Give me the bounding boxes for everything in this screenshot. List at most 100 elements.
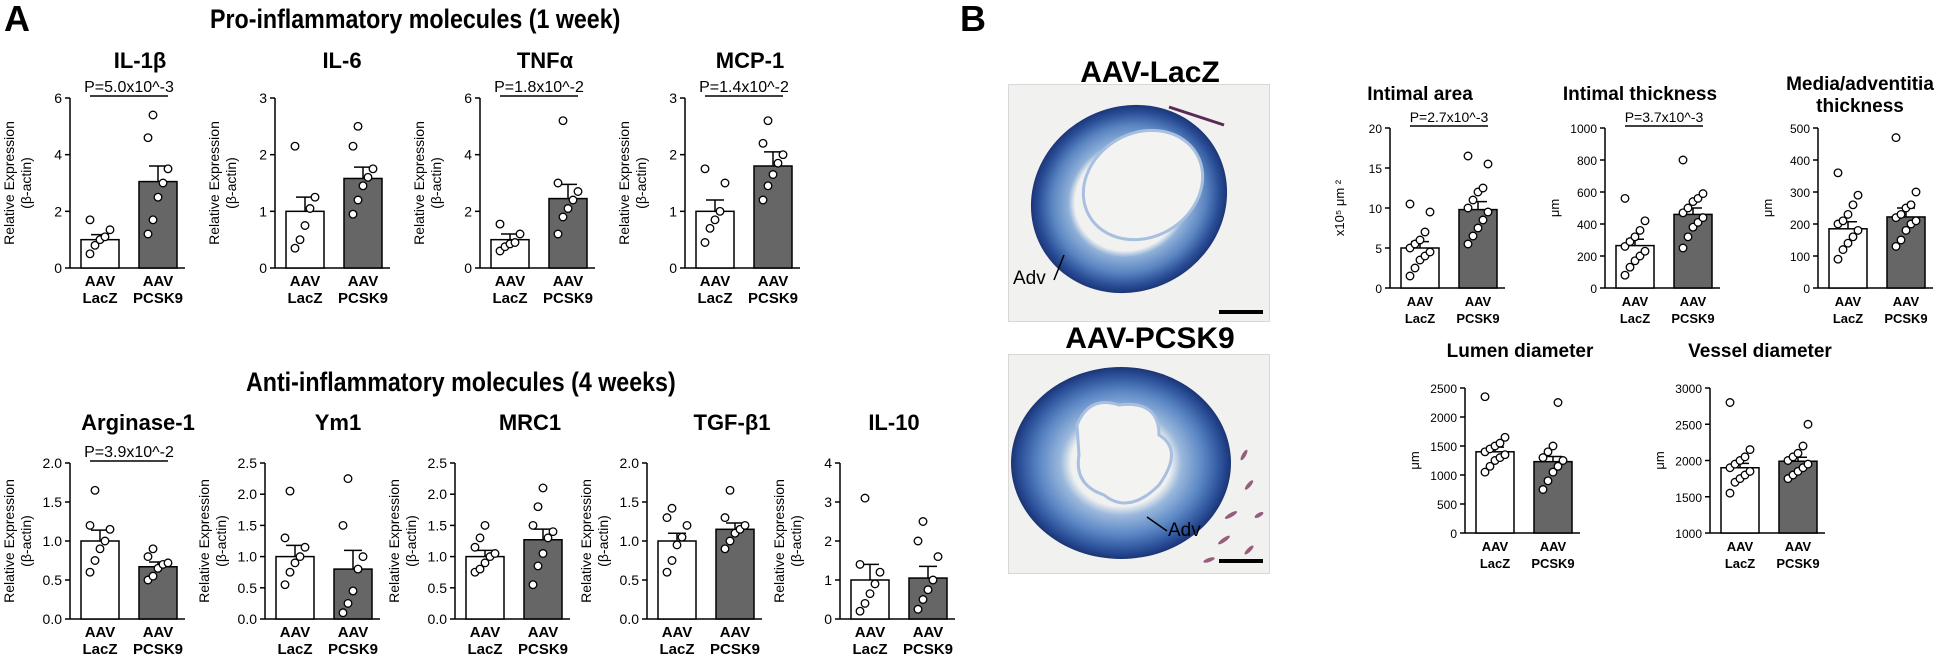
- x-category-label: PCSK9: [133, 641, 183, 658]
- data-point: [105, 524, 115, 534]
- data-point: [720, 544, 730, 554]
- data-point: [90, 240, 100, 250]
- y-tick-label: 2500: [1430, 382, 1457, 396]
- y-tick-label: 500: [1437, 498, 1457, 512]
- data-point: [860, 493, 870, 503]
- chart-title-il1b: IL-1β: [113, 48, 167, 73]
- y-tick-label: 0.0: [238, 611, 258, 627]
- data-point: [1678, 243, 1688, 253]
- x-category-label: PCSK9: [1456, 311, 1499, 326]
- data-point: [1793, 448, 1803, 458]
- x-category-label: AAV: [528, 624, 559, 641]
- data-point: [528, 580, 538, 590]
- x-category-label: LacZ: [1480, 556, 1510, 571]
- chart-title-tgfb1: TGF-β1: [693, 410, 771, 435]
- data-point: [705, 223, 715, 233]
- y-axis-label: (β-actin): [595, 515, 611, 567]
- data-point: [1630, 232, 1640, 242]
- y-tick-label: 2.5: [238, 455, 258, 471]
- histology-pcsk9-title: AAV-PCSK9: [1065, 322, 1235, 355]
- x-category-label: AAV: [1540, 539, 1567, 554]
- data-point: [310, 192, 320, 202]
- y-tick-label: 1.0: [620, 533, 640, 549]
- data-point: [1483, 207, 1493, 217]
- data-point: [1538, 485, 1548, 494]
- y-axis-label: (β-actin): [788, 515, 804, 567]
- y-axis-label: Relative Expression: [196, 479, 212, 603]
- x-category-label: AAV: [1482, 539, 1509, 554]
- data-point: [543, 533, 553, 543]
- p-value-label: P=5.0x10^-3: [84, 79, 174, 96]
- data-point: [1896, 209, 1906, 219]
- data-point: [143, 229, 153, 239]
- data-point: [1543, 447, 1553, 457]
- data-point: [1640, 216, 1650, 226]
- chart-mrc1: Relative Expression (β-actin) 0.0 0.5 1.0 1.5…: [386, 455, 570, 658]
- y-tick-label: 0.0: [43, 611, 63, 627]
- data-point: [295, 235, 305, 245]
- data-point: [148, 544, 158, 554]
- y-tick-label: 1.0: [238, 549, 258, 565]
- y-tick-label: 0: [464, 260, 472, 276]
- data-point: [1838, 245, 1848, 255]
- data-point: [553, 229, 563, 239]
- data-point: [710, 215, 720, 225]
- y-tick-label: 10: [1369, 202, 1383, 216]
- y-tick-label: 2: [259, 147, 267, 163]
- data-point: [100, 232, 110, 242]
- p-value-label: P=1.8x10^-2: [494, 79, 584, 96]
- data-point: [667, 503, 677, 513]
- data-point: [662, 513, 672, 523]
- data-point: [1745, 445, 1755, 455]
- data-point: [90, 485, 100, 495]
- data-point: [1463, 239, 1473, 249]
- data-point: [100, 536, 110, 546]
- data-point: [538, 483, 548, 493]
- x-category-label: LacZ: [1833, 311, 1863, 326]
- data-point: [95, 544, 105, 554]
- y-axis-label: Relative Expression: [411, 121, 427, 245]
- data-point: [913, 536, 923, 546]
- data-point: [163, 558, 173, 568]
- y-axis-label: Relative Expression: [578, 479, 594, 603]
- data-point: [1625, 262, 1635, 272]
- data-point: [1678, 155, 1688, 165]
- data-point: [1725, 398, 1735, 407]
- x-category-label: AAV: [280, 624, 311, 641]
- bar-pcsk9: [753, 165, 793, 269]
- bar-pcsk9: [908, 577, 948, 620]
- x-category-label: AAV: [290, 273, 321, 290]
- chart-title-il10: IL-10: [868, 410, 920, 435]
- data-point: [1468, 195, 1478, 205]
- x-category-label: AAV: [85, 624, 116, 641]
- x-category-label: PCSK9: [748, 290, 798, 307]
- data-point: [1468, 231, 1478, 241]
- x-category-label: AAV: [1785, 539, 1812, 554]
- y-tick-label: 3000: [1675, 382, 1702, 396]
- data-point: [1911, 187, 1921, 197]
- bar-lacz: [657, 540, 697, 620]
- y-tick-label: 0: [1450, 527, 1457, 541]
- data-point: [1485, 461, 1495, 471]
- x-category-label: AAV: [348, 273, 379, 290]
- x-category-label: PCSK9: [1884, 311, 1927, 326]
- x-category-label: PCSK9: [903, 641, 953, 658]
- data-point: [290, 141, 300, 151]
- data-point: [548, 527, 558, 537]
- x-category-label: LacZ: [697, 290, 732, 307]
- chart-vessel-diameter: μm 1000 1500 2000 2500 3000 AAV LacZ AAV PCSK9: [1652, 382, 1825, 571]
- x-category-label: AAV: [758, 273, 789, 290]
- pro-inflammatory-title: Pro-inflammatory molecules (1 week): [210, 4, 621, 34]
- y-axis-label: (β-actin): [18, 157, 34, 209]
- y-tick-label: 2.0: [620, 455, 640, 471]
- data-point: [1745, 466, 1755, 476]
- data-point: [1853, 190, 1863, 200]
- x-category-label: LacZ: [277, 641, 312, 658]
- data-point: [773, 158, 783, 168]
- data-point: [343, 598, 353, 608]
- data-point: [928, 575, 938, 585]
- chart-il1b: Relative Expression (β-actin)0246AAVLacZA…: [1, 79, 185, 307]
- y-tick-label: 200: [1790, 218, 1810, 232]
- y-axis-label: (β-actin): [403, 515, 419, 567]
- data-point: [280, 580, 290, 590]
